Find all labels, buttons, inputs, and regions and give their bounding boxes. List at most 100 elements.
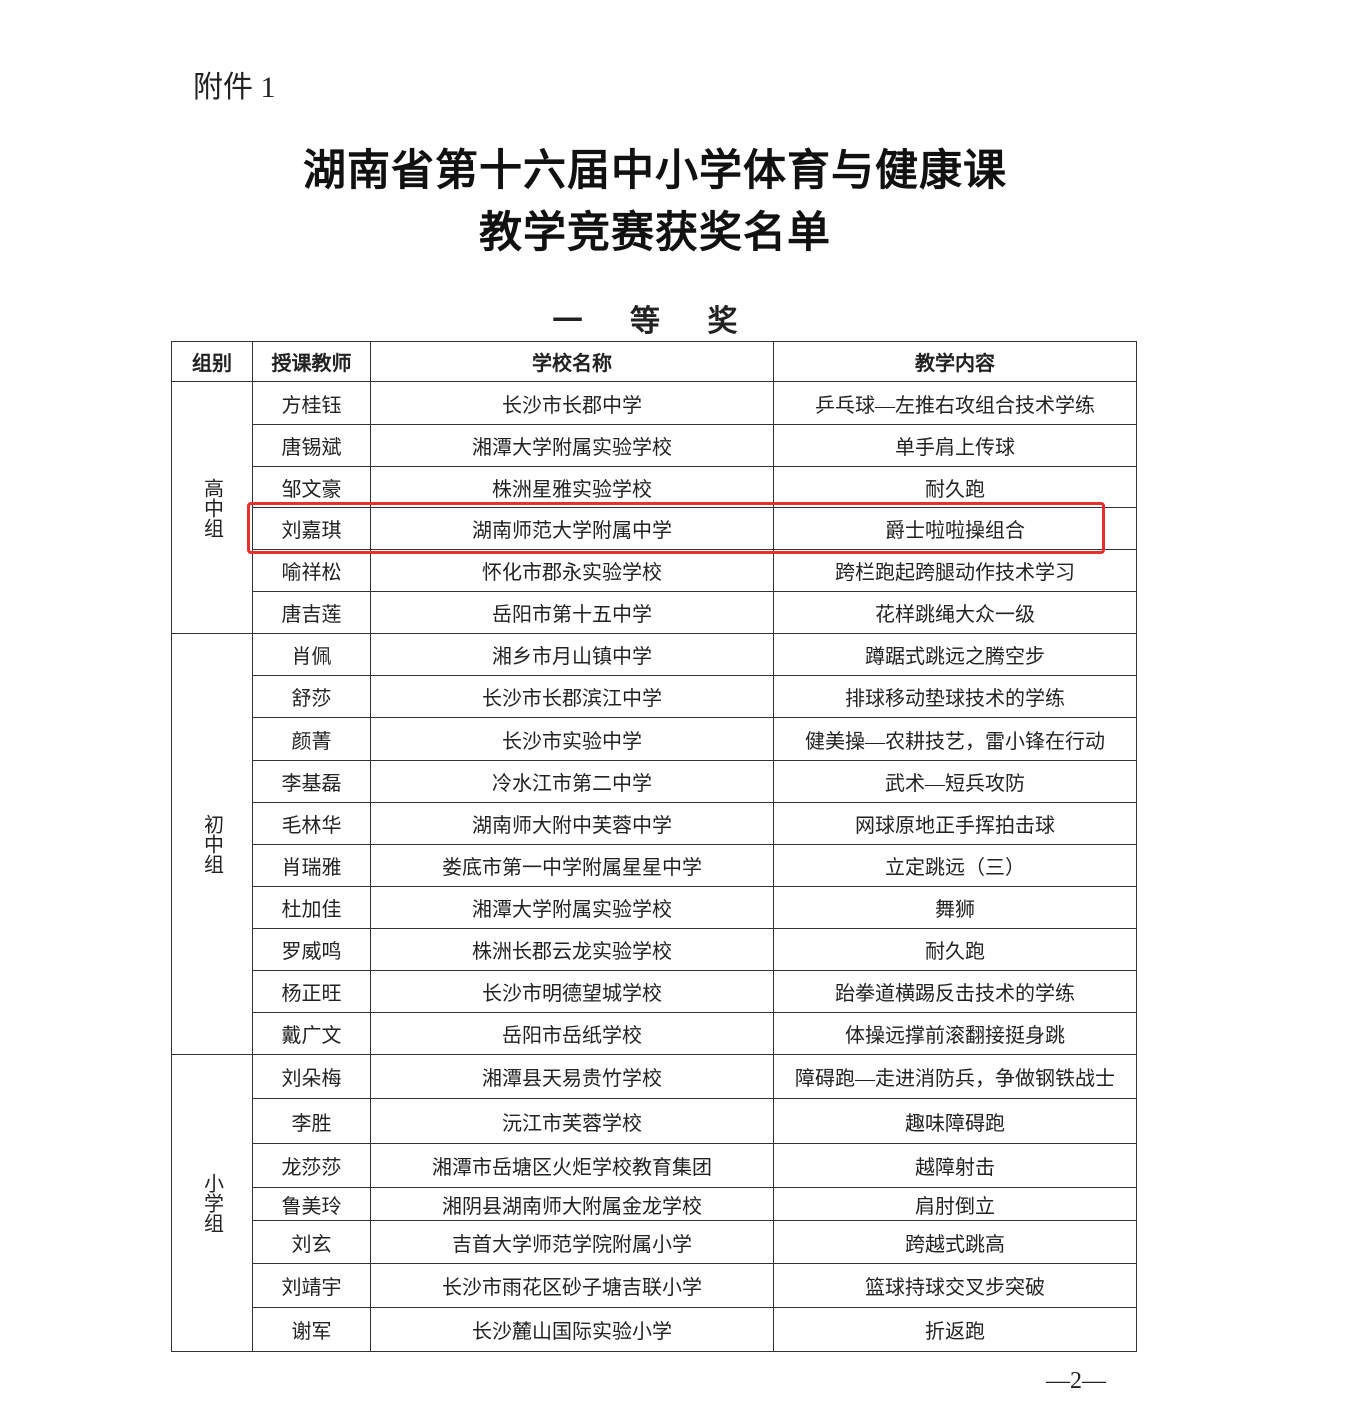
school-cell: 湖南师大附中芙蓉中学	[370, 802, 774, 845]
table-row: 毛林华 湖南师大附中芙蓉中学 网球原地正手挥拍击球	[172, 802, 1137, 845]
content-cell: 爵士啦啦操组合	[773, 507, 1137, 550]
header-group: 组别	[171, 341, 253, 382]
teacher-cell: 毛林华	[252, 802, 371, 845]
document-title-line2: 教学竞赛获奖名单	[479, 210, 831, 257]
teacher-cell: 舒莎	[252, 675, 371, 718]
teacher-cell: 喻祥松	[252, 549, 371, 592]
teacher-cell: 方桂钰	[252, 381, 371, 425]
content-cell: 肩肘倒立	[773, 1187, 1137, 1221]
teacher-cell: 唐吉莲	[252, 591, 371, 634]
content-cell: 健美操—农耕技艺，雷小锋在行动	[773, 717, 1137, 761]
content-cell: 单手肩上传球	[773, 424, 1137, 467]
teacher-cell: 杨正旺	[252, 970, 371, 1013]
table-row: 杜加佳 湘潭大学附属实验学校 舞狮	[172, 886, 1137, 929]
content-cell: 趣味障碍跑	[773, 1098, 1137, 1144]
teacher-cell: 肖佩	[252, 633, 371, 676]
teacher-cell: 杜加佳	[252, 886, 371, 929]
school-cell: 湘潭县天易贵竹学校	[370, 1054, 774, 1099]
school-cell: 株洲星雅实验学校	[370, 466, 774, 508]
teacher-cell: 邹文豪	[252, 466, 371, 508]
content-cell: 折返跑	[773, 1307, 1137, 1352]
table-row: 唐锡斌 湘潭大学附属实验学校 单手肩上传球	[172, 424, 1137, 467]
school-cell: 冷水江市第二中学	[370, 760, 774, 803]
teacher-cell: 刘靖宇	[252, 1263, 371, 1308]
content-cell: 跆拳道横踢反击技术的学练	[773, 970, 1137, 1013]
table-row: 肖瑞雅 娄底市第一中学附属星星中学 立定跳远（三）	[172, 844, 1137, 887]
table-row: 鲁美玲 湘阴县湖南师大附属金龙学校 肩肘倒立	[172, 1187, 1137, 1221]
table-row: 喻祥松 怀化市郡永实验学校 跨栏跑起跨腿动作技术学习	[172, 549, 1137, 592]
content-cell: 越障射击	[773, 1143, 1137, 1188]
teacher-cell: 刘嘉琪	[252, 507, 371, 550]
content-cell: 乒乓球—左推右攻组合技术学练	[773, 381, 1137, 425]
teacher-cell: 戴广文	[252, 1012, 371, 1055]
table-row: 颜菁 长沙市实验中学 健美操—农耕技艺，雷小锋在行动	[172, 717, 1137, 761]
content-cell: 排球移动垫球技术的学练	[773, 675, 1137, 718]
table-row: 唐吉莲 岳阳市第十五中学 花样跳绳大众一级	[172, 591, 1137, 634]
content-cell: 跨栏跑起跨腿动作技术学习	[773, 549, 1137, 592]
table-row: 杨正旺 长沙市明德望城学校 跆拳道横踢反击技术的学练	[172, 970, 1137, 1013]
prize-level-heading: 一 等 奖	[552, 305, 758, 338]
award-table: 组别 授课教师 学校名称 教学内容 高中组 方桂钰 长沙市长郡中学 乒乓球—左推右攻组…	[171, 341, 1137, 1352]
school-cell: 湘阴县湖南师大附属金龙学校	[370, 1187, 774, 1221]
school-cell: 沅江市芙蓉学校	[370, 1098, 774, 1144]
table-row: 初中组 肖佩 湘乡市月山镇中学 蹲踞式跳远之腾空步	[171, 633, 1137, 1055]
table-row: 谢军 长沙麓山国际实验小学 折返跑	[172, 1307, 1137, 1352]
header-teacher: 授课教师	[252, 341, 371, 382]
content-cell: 跨越式跳高	[773, 1220, 1137, 1264]
teacher-cell: 肖瑞雅	[252, 844, 371, 887]
teacher-cell: 唐锡斌	[252, 424, 371, 467]
table-row: 高中组 方桂钰 长沙市长郡中学 乒乓球—左推右攻组合技术学练	[171, 381, 1137, 634]
school-cell: 长沙市长郡中学	[370, 381, 774, 425]
table-row: 小学组 刘朵梅 湘潭县天易贵竹学校 障碍跑—走进消防兵，争做钢铁战士	[171, 1054, 1137, 1352]
content-cell: 立定跳远（三）	[773, 844, 1137, 887]
table-row: 罗威鸣 株洲长郡云龙实验学校 耐久跑	[172, 928, 1137, 971]
school-cell: 湖南师范大学附属中学	[370, 507, 774, 550]
attachment-label: 附件 1	[193, 71, 276, 104]
content-cell: 障碍跑—走进消防兵，争做钢铁战士	[773, 1054, 1137, 1099]
school-cell: 长沙麓山国际实验小学	[370, 1307, 774, 1352]
school-cell: 吉首大学师范学院附属小学	[370, 1220, 774, 1264]
highlight-box	[247, 502, 1105, 554]
school-cell: 长沙市长郡滨江中学	[370, 675, 774, 718]
teacher-cell: 颜菁	[252, 717, 371, 761]
school-cell: 湘潭市岳塘区火炬学校教育集团	[370, 1143, 774, 1188]
school-cell: 怀化市郡永实验学校	[370, 549, 774, 592]
table-header-row: 组别 授课教师 学校名称 教学内容	[171, 341, 1137, 382]
content-cell: 蹲踞式跳远之腾空步	[773, 633, 1137, 676]
table-row: 戴广文 岳阳市岳纸学校 体操远撑前滚翻接挺身跳	[172, 1012, 1137, 1055]
teacher-cell: 罗威鸣	[252, 928, 371, 971]
header-school: 学校名称	[370, 341, 774, 382]
school-cell: 长沙市明德望城学校	[370, 970, 774, 1013]
school-cell: 湘潭大学附属实验学校	[370, 886, 774, 929]
content-cell: 舞狮	[773, 886, 1137, 929]
content-cell: 武术—短兵攻防	[773, 760, 1137, 803]
school-cell: 长沙市实验中学	[370, 717, 774, 761]
table-row: 龙莎莎 湘潭市岳塘区火炬学校教育集团 越障射击	[172, 1143, 1137, 1188]
content-cell: 耐久跑	[773, 928, 1137, 971]
content-cell: 网球原地正手挥拍击球	[773, 802, 1137, 845]
school-cell: 长沙市雨花区砂子塘吉联小学	[370, 1263, 774, 1308]
teacher-cell: 李基磊	[252, 760, 371, 803]
teacher-cell: 谢军	[252, 1307, 371, 1352]
content-cell: 体操远撑前滚翻接挺身跳	[773, 1012, 1137, 1055]
table-row: 刘嘉琪 湖南师范大学附属中学 爵士啦啦操组合	[172, 507, 1137, 550]
teacher-cell: 刘朵梅	[252, 1054, 371, 1099]
content-cell: 篮球持球交叉步突破	[773, 1263, 1137, 1308]
group-cell: 高中组	[171, 381, 253, 634]
school-cell: 株洲长郡云龙实验学校	[370, 928, 774, 971]
school-cell: 岳阳市第十五中学	[370, 591, 774, 634]
table-row: 李胜 沅江市芙蓉学校 趣味障碍跑	[172, 1098, 1137, 1144]
teacher-cell: 李胜	[252, 1098, 371, 1144]
table-row: 舒莎 长沙市长郡滨江中学 排球移动垫球技术的学练	[172, 675, 1137, 718]
teacher-cell: 鲁美玲	[252, 1187, 371, 1221]
content-cell: 花样跳绳大众一级	[773, 591, 1137, 634]
table-row: 刘靖宇 长沙市雨花区砂子塘吉联小学 篮球持球交叉步突破	[172, 1263, 1137, 1308]
school-cell: 湘潭大学附属实验学校	[370, 424, 774, 467]
school-cell: 岳阳市岳纸学校	[370, 1012, 774, 1055]
teacher-cell: 刘玄	[252, 1220, 371, 1264]
page-number: —2—	[1046, 1368, 1106, 1394]
document-title-line1: 湖南省第十六届中小学体育与健康课	[303, 148, 1007, 195]
header-content: 教学内容	[773, 341, 1137, 382]
group-cell: 小学组	[171, 1054, 253, 1352]
table-row: 李基磊 冷水江市第二中学 武术—短兵攻防	[172, 760, 1137, 803]
